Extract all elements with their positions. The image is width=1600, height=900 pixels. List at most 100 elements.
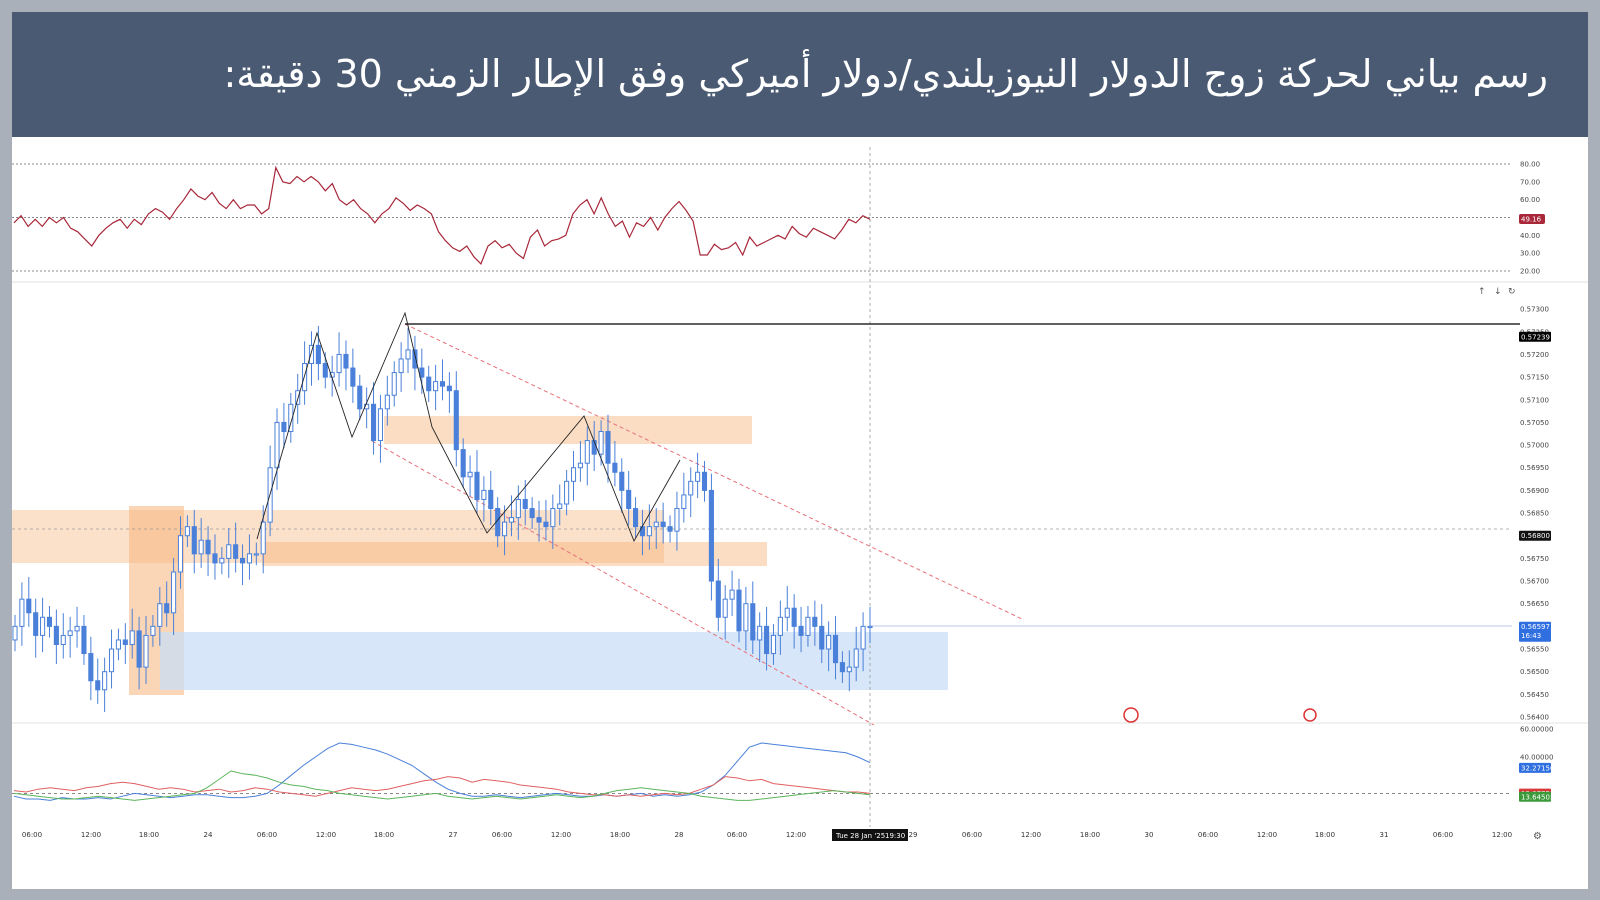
price-tick-label: 0.56450 [1520, 691, 1549, 699]
reset-icon[interactable]: ↻ [1508, 287, 1516, 297]
dmi-value-label: 13.64502 [1521, 793, 1554, 801]
x-tick-label: 18:00 [610, 831, 630, 839]
candle-body [474, 471, 480, 500]
candle-body [564, 480, 570, 505]
candle-body [391, 372, 397, 396]
candle-body [336, 353, 342, 374]
price-tick-label: 0.57150 [1520, 374, 1549, 382]
candle-body [315, 344, 321, 365]
x-tick-label: 18:00 [1080, 831, 1100, 839]
us-flag-icon[interactable] [1303, 708, 1317, 722]
dmi-tick-label: 40.00000 [1520, 754, 1553, 762]
candle-body [708, 489, 714, 582]
price-tick-label: 0.56850 [1520, 510, 1549, 518]
candle-body [384, 394, 390, 410]
candle-body [860, 625, 866, 650]
candle-body [846, 666, 852, 673]
candle-body [550, 508, 556, 528]
arrow-up-icon[interactable]: ↑ [1478, 287, 1486, 297]
chart-panel: 80.0070.0060.0050.0040.0030.0020.0049.16… [12, 137, 1588, 889]
price-tick-label: 0.56550 [1520, 646, 1549, 654]
candle-body [743, 603, 749, 632]
candle-body [370, 403, 377, 442]
candle-body [274, 421, 280, 469]
candle-body [646, 526, 652, 537]
cursor-date-badge [832, 829, 908, 841]
candle-body [660, 521, 666, 528]
candle-body [419, 367, 425, 378]
candle-body [171, 571, 177, 614]
x-tick-label: 24 [204, 831, 213, 839]
x-tick-label: 12:00 [81, 831, 101, 839]
candle-body [405, 349, 411, 360]
candle-body [757, 625, 763, 641]
axis-layer: 06:00 12:00 18:00 24 06:00 12:00 18:00 27 06:00 1… [22, 829, 1512, 841]
candle-body [95, 680, 101, 691]
candle-body [598, 430, 604, 455]
candle-body [570, 467, 577, 482]
channel-lower-line [371, 440, 875, 726]
dmi-tick-label: 60.00000 [1520, 726, 1553, 734]
grid-layer [12, 147, 1588, 827]
candle-body [481, 489, 487, 500]
x-tick-label: 18:00 [1315, 831, 1335, 839]
x-tick-label: 12:00 [551, 831, 571, 839]
arrow-down-icon[interactable]: ↓ [1494, 287, 1502, 297]
candle-body [246, 553, 252, 564]
candle-body [626, 489, 632, 510]
last-price-countdown: 16:43 [1521, 632, 1541, 640]
candle-body [219, 557, 225, 564]
rsi-tick-label: 30.00 [1520, 250, 1540, 258]
x-tick-label: 29 [909, 831, 918, 839]
candle-body [722, 598, 728, 618]
candle-body [784, 607, 790, 618]
candle-body [557, 503, 563, 510]
candle-body [515, 498, 521, 519]
candle-body [798, 625, 804, 636]
x-tick-label: 06:00 [257, 831, 277, 839]
price-tick-label: 0.57000 [1520, 442, 1549, 450]
x-tick-label: 06:00 [1433, 831, 1453, 839]
candle-body [543, 521, 549, 528]
candle-body [750, 603, 756, 641]
candle-body [74, 625, 80, 632]
candle-body [605, 430, 611, 464]
price-tick-label: 0.56500 [1520, 668, 1549, 676]
candle-body [764, 625, 770, 655]
candle-body [322, 363, 328, 378]
candle-body [832, 634, 839, 664]
candle-body [191, 526, 197, 555]
channel-upper-line [404, 323, 1025, 621]
price-pane: 0.573000.572500.572000.571500.571000.570… [12, 306, 1551, 726]
rsi-tick-label: 60.00 [1520, 196, 1540, 204]
candle-body [136, 630, 142, 668]
candle-body [695, 471, 701, 482]
candle-body [508, 517, 515, 523]
chart-canvas[interactable]: 80.0070.0060.0050.0040.0030.0020.0049.16… [12, 137, 1588, 889]
last-price-label: 0.56597 [1521, 623, 1550, 631]
settings-gear-icon[interactable]: ⚙ [1533, 831, 1542, 842]
candle-body [177, 535, 184, 573]
price-tick-label: 0.56950 [1520, 464, 1549, 472]
candle-body [377, 408, 383, 442]
candle-body [150, 625, 156, 636]
candle-body [736, 589, 742, 632]
structure-zigzag [256, 311, 681, 543]
x-tick-label: 06:00 [22, 831, 42, 839]
candle-body [729, 589, 735, 600]
resistance-price-label: 0.57239 [1521, 333, 1550, 341]
candle-body [826, 634, 832, 650]
x-tick-label: 12:00 [1021, 831, 1041, 839]
cursor-time-label: 19:30 [885, 832, 905, 840]
price-tick-label: 0.57200 [1520, 351, 1549, 359]
candle-body [198, 539, 204, 555]
candle-body [502, 521, 508, 537]
price-tick-label: 0.57300 [1520, 306, 1549, 314]
candle-body [812, 616, 818, 627]
candle-body [446, 385, 452, 392]
candle-body [164, 603, 170, 614]
x-tick-label: 06:00 [492, 831, 512, 839]
us-flag-icon[interactable] [1123, 707, 1139, 723]
